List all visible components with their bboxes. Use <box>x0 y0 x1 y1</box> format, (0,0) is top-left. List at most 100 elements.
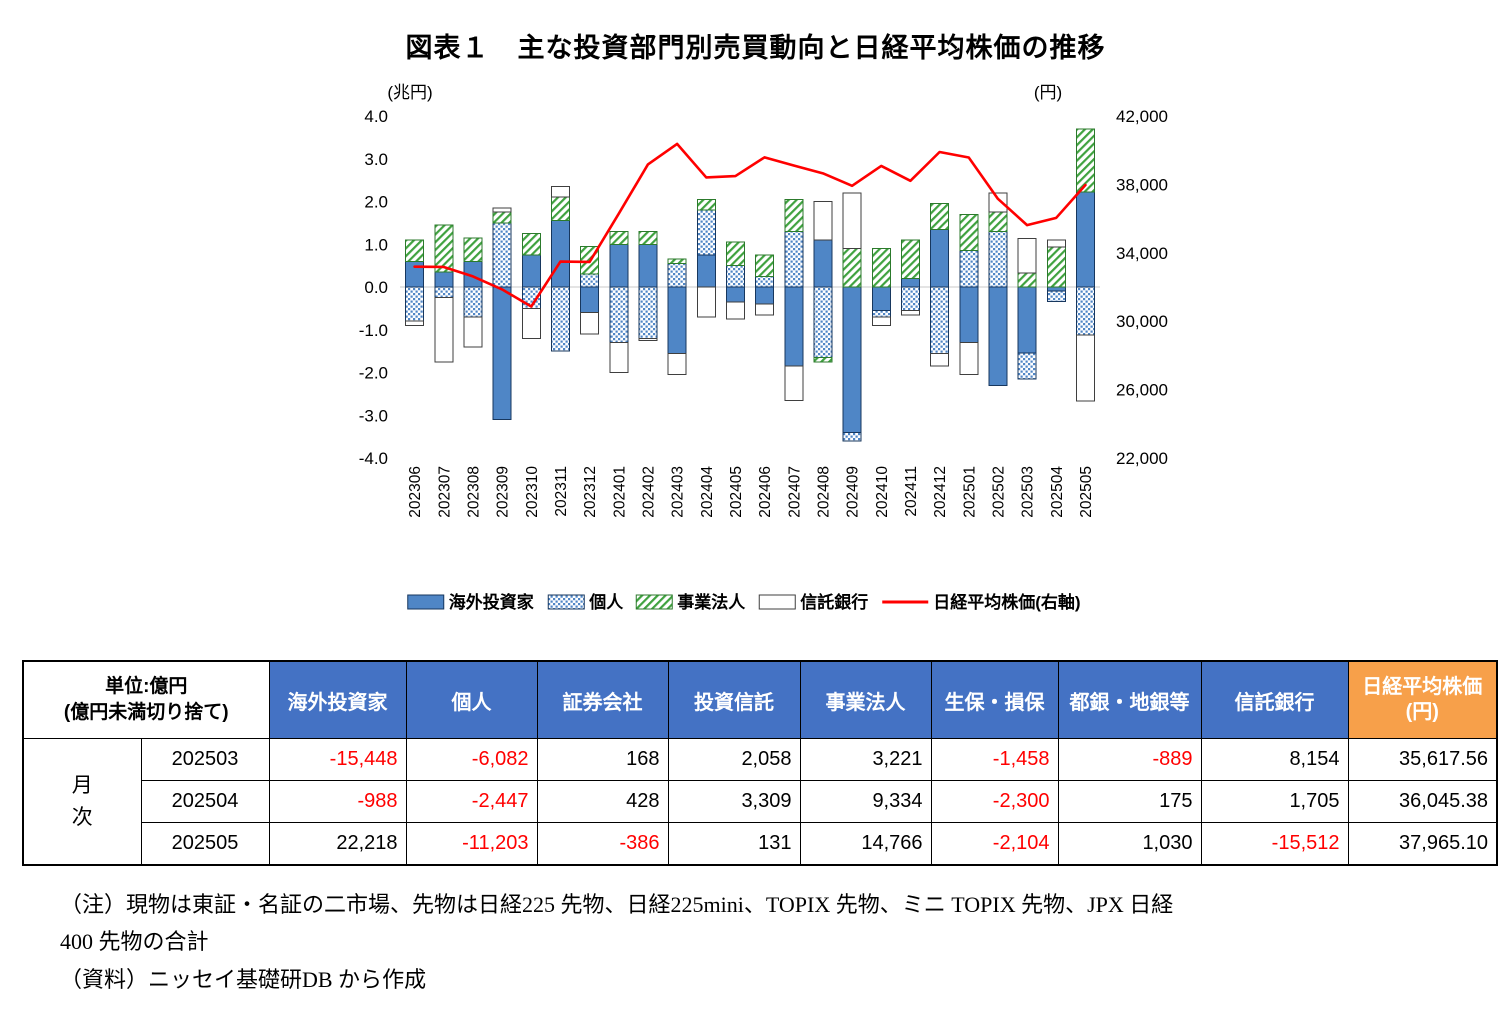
value-cell: 428 <box>536 780 669 823</box>
value-cell: -988 <box>268 780 407 823</box>
table-row: 202504 -988 -2,447 428 3,309 9,334 -2,300 175 1,… <box>23 780 1498 823</box>
value-cell: 1,030 <box>1057 822 1202 866</box>
bar-segment <box>696 198 716 211</box>
bar-segment <box>1075 286 1095 336</box>
bar-segment <box>959 213 979 252</box>
bar-segment <box>609 286 629 344</box>
bar-segment <box>755 254 775 277</box>
bar-segment <box>755 286 775 305</box>
x-axis-label: 202404 <box>699 466 716 518</box>
bar-segment <box>959 250 979 288</box>
bar-segment <box>1017 237 1037 274</box>
value-cell: 3,221 <box>799 738 932 781</box>
legend-label: 日経平均株価(右軸) <box>933 592 1080 612</box>
bar-segment <box>580 273 600 288</box>
bar-segment <box>784 365 804 401</box>
bar-segment <box>434 271 454 288</box>
bar-segment <box>842 192 862 250</box>
bar-segment <box>550 196 570 222</box>
bar-segment <box>580 312 600 335</box>
x-axis-label: 202406 <box>757 466 774 518</box>
row-group-char: 月 <box>71 774 93 797</box>
bar-segment <box>550 220 570 288</box>
value-cell: -386 <box>536 822 669 866</box>
right-axis-title: (円) <box>1034 83 1062 102</box>
x-axis-label: 202308 <box>465 466 482 518</box>
value-cell: -889 <box>1057 738 1202 781</box>
legend-label: 事業法人 <box>677 592 746 612</box>
data-table: 単位:億円 (億円未満切り捨て) 海外投資家 個人 証券会社 投資信託 事業法人 生保・損保都… <box>22 660 1498 866</box>
unit-header-cell: 単位:億円 (億円未満切り捨て) <box>22 660 270 739</box>
left-axis-tick: -4.0 <box>359 449 388 468</box>
bar-segment <box>696 286 716 318</box>
bar-segment <box>580 286 600 314</box>
notes-block: （注）現物は東証・名証の二市場、先物は日経225 先物、日経225mini、TO… <box>60 886 1173 998</box>
bar-segment <box>1075 334 1095 402</box>
col-header-0: 海外投資家 <box>268 660 407 739</box>
bar-segment <box>638 230 658 245</box>
x-axis-label: 202409 <box>845 466 862 518</box>
bar-segment <box>405 239 425 262</box>
bar-segment <box>959 342 979 376</box>
bar-segment <box>755 303 775 316</box>
bar-segment <box>988 211 1008 232</box>
bar-segment <box>930 228 950 288</box>
bar-segment <box>638 337 658 341</box>
x-axis-label: 202311 <box>553 466 570 517</box>
bar-segment <box>813 286 833 359</box>
left-axis-tick: -2.0 <box>359 364 388 383</box>
bar-segment <box>725 241 745 267</box>
x-axis-label: 202502 <box>990 466 1007 518</box>
bar-segment <box>988 230 1008 288</box>
right-axis-tick: 38,000 <box>1116 175 1168 194</box>
value-cell: -15,448 <box>268 738 407 781</box>
bar-segment <box>1017 286 1037 354</box>
value-cell: -15,512 <box>1200 822 1349 866</box>
legend-label: 個人 <box>588 592 624 612</box>
bar-segment <box>813 357 833 363</box>
value-cell: 131 <box>667 822 801 866</box>
table-row: 月次 202503 -15,448 -6,082 168 2,058 3,221 -1,458… <box>22 738 1498 866</box>
nikkei-value-cell: 36,045.38 <box>1347 780 1498 823</box>
bar-segment <box>871 316 891 326</box>
bar-segment <box>492 222 512 288</box>
bar-segment <box>696 209 716 256</box>
bar-segment <box>1046 290 1066 303</box>
bar-segment <box>667 262 687 288</box>
nikkei-value-cell: 35,617.56 <box>1347 738 1498 781</box>
left-axis-tick: 0.0 <box>364 278 388 297</box>
bar-segment <box>930 203 950 230</box>
left-axis-tick: -3.0 <box>359 406 388 425</box>
x-axis-label: 202408 <box>815 466 832 518</box>
x-axis-label: 202402 <box>640 466 657 518</box>
x-axis-label: 202407 <box>786 466 803 518</box>
col-header-nikkei: 日経平均株価 (円) <box>1347 660 1498 739</box>
bar-segment <box>492 207 512 213</box>
col-header-2: 証券会社 <box>536 660 669 739</box>
bar-segment <box>667 258 687 264</box>
bar-segment <box>550 186 570 198</box>
x-axis-label: 202410 <box>874 466 891 518</box>
source-line: （資料）ニッセイ基礎研DB から作成 <box>60 966 427 992</box>
bar-segment <box>871 248 891 288</box>
legend-label: 海外投資家 <box>449 592 534 612</box>
bar-segment <box>638 286 658 339</box>
bar-segment <box>434 286 454 299</box>
bar-segment <box>784 230 804 288</box>
value-cell: 1,705 <box>1200 780 1349 823</box>
bar-segment <box>930 352 950 367</box>
bar-segment <box>434 297 454 363</box>
bar-segment <box>1075 128 1095 193</box>
legend-swatch <box>758 594 796 610</box>
right-axis-tick: 26,000 <box>1116 381 1168 400</box>
bar-segment <box>725 286 745 303</box>
bar-segment <box>696 254 716 288</box>
bar-segment <box>667 286 687 354</box>
nikkei-line <box>413 142 1087 308</box>
x-axis-label: 202401 <box>611 466 628 518</box>
bar-segment <box>813 201 833 241</box>
bar-segment <box>550 286 570 352</box>
legend-label: 信託銀行 <box>800 592 868 612</box>
bar-segment <box>784 198 804 232</box>
